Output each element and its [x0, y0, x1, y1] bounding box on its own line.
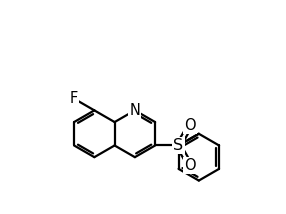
Text: F: F — [70, 91, 78, 106]
Text: N: N — [130, 103, 140, 118]
Text: O: O — [184, 118, 196, 133]
Text: S: S — [174, 138, 184, 153]
Text: O: O — [184, 158, 196, 173]
